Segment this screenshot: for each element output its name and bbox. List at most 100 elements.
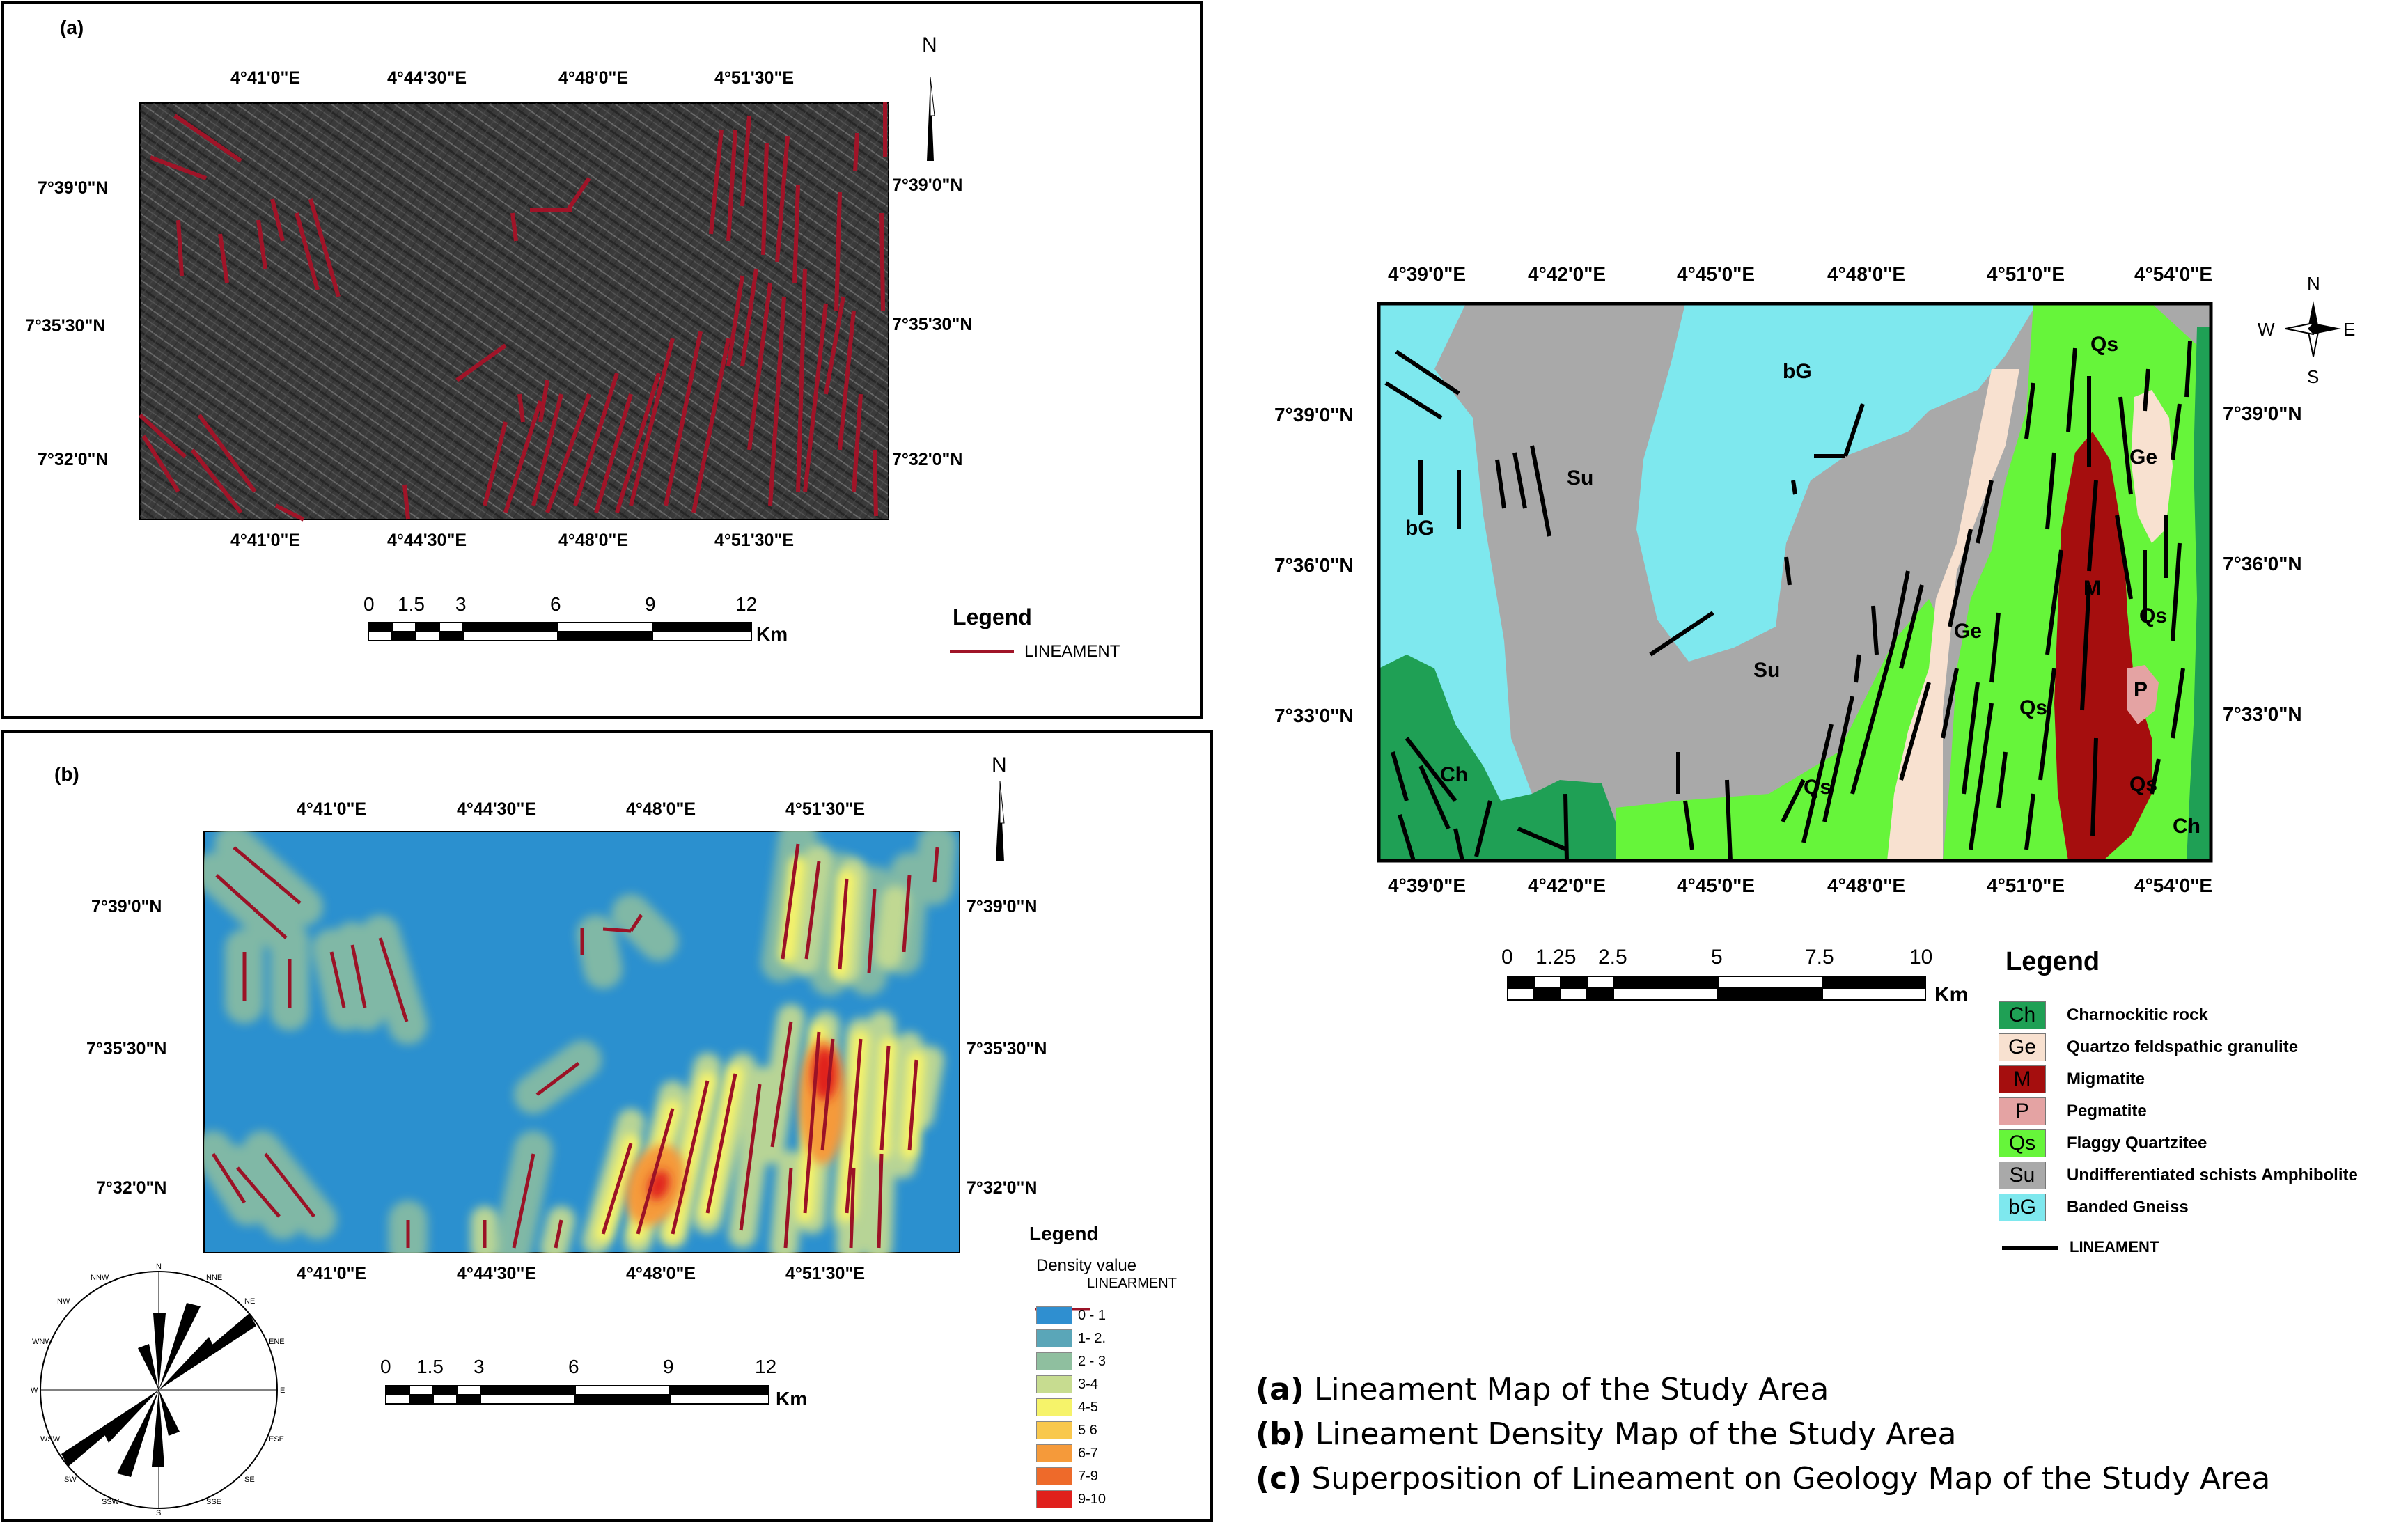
b-left-lat-3: 7°32'0"N <box>96 1178 167 1198</box>
c-right-lat-3: 7°33'0"N <box>2223 703 2302 725</box>
a-left-lat-2: 7°35'30"N <box>25 316 106 336</box>
b-lineaments <box>211 843 939 1249</box>
c-legend-item: P Pegmatite <box>1999 1097 2147 1125</box>
a-lineaments <box>138 102 887 522</box>
c-scale-bar <box>1507 976 1926 1001</box>
c-legend-title: Legend <box>2006 947 2100 976</box>
c-unit-bg-top <box>1636 304 2037 662</box>
c-right-lat-2: 7°36'0"N <box>2223 553 2302 574</box>
a-top-lon-4: 4°51'30"E <box>714 68 794 88</box>
svg-text:ENE: ENE <box>269 1338 285 1346</box>
c-legend-lineament-swatch <box>2002 1246 2058 1250</box>
c-top-lon-1: 4°39'0"E <box>1388 263 1467 285</box>
a-scale-2: 3 <box>455 593 467 615</box>
b-density-swatch <box>1036 1421 1072 1439</box>
b-right-lat-1: 7°39'0"N <box>967 897 1038 916</box>
a-right-lat-3: 7°32'0"N <box>892 450 963 469</box>
panel-c: 4°39'0"E 4°42'0"E 4°45'0"E 4°48'0"E 4°51… <box>1226 251 2408 1295</box>
c-left-lat-2: 7°36'0"N <box>1274 554 1354 576</box>
b-density-class: 3-4 <box>1036 1375 1098 1393</box>
c-unit-ge-right <box>2131 390 2173 543</box>
svg-text:W: W <box>31 1386 38 1395</box>
b-density-swatch <box>1036 1352 1072 1370</box>
svg-text:SE: SE <box>244 1476 255 1484</box>
panel-a-graphics: 0 1.5 3 6 9 12 Km <box>138 77 1014 653</box>
c-unit-p <box>2127 665 2159 724</box>
c-legend-swatch: Ge <box>1999 1033 2046 1061</box>
c-legend-text: Banded Gneiss <box>2067 1198 2189 1217</box>
caption-a: (a) Lineament Map of the Study Area <box>1256 1372 1829 1407</box>
c-map-labels: bG bG Su Su Ge Ge Qs Qs Qs Qs Qs M P Ch … <box>1405 333 2200 838</box>
c-scale-2: 2.5 <box>1598 946 1627 969</box>
b-top-lon-4: 4°51'30"E <box>785 799 865 819</box>
c-lbl-qs-lower: Qs <box>1804 776 1831 799</box>
c-unit-m <box>2054 432 2152 861</box>
panel-c-graphics: N S E W 0 1.25 2.5 5 7.5 10 Km bG bG Su … <box>1377 273 2355 1006</box>
c-scale-unit: Km <box>1934 983 1968 1006</box>
c-lbl-m: M <box>2083 577 2101 600</box>
b-scale-5: 12 <box>755 1356 776 1377</box>
panel-b-graphics: 0 1.5 3 6 9 12 Km N NNE NE ENE E <box>31 781 1090 1517</box>
a-bottom-lon-1: 4°41'0"E <box>230 531 301 550</box>
a-scale-5: 12 <box>735 593 757 615</box>
c-scale-4: 7.5 <box>1805 946 1834 969</box>
c-scale-1: 1.25 <box>1535 946 1576 969</box>
c-unit-ge-mid <box>1887 369 2019 861</box>
a-left-lat-1: 7°39'0"N <box>38 178 109 198</box>
b-scale-1: 1.5 <box>416 1356 444 1377</box>
c-unit-qs-lower <box>1616 599 1936 861</box>
b-bottom-lon-1: 4°41'0"E <box>297 1264 367 1283</box>
a-bottom-lon-3: 4°48'0"E <box>558 531 629 550</box>
c-left-lat-1: 7°39'0"N <box>1274 404 1354 425</box>
c-bottom-lon-4: 4°48'0"E <box>1827 875 1906 896</box>
a-scale-unit: Km <box>756 623 788 645</box>
b-density-class: 2 - 3 <box>1036 1352 1106 1370</box>
b-density-swatch <box>1036 1444 1072 1462</box>
b-legend-title: Legend <box>1029 1223 1099 1244</box>
b-right-lat-2: 7°35'30"N <box>967 1039 1047 1058</box>
c-bottom-lon-5: 4°51'0"E <box>1987 875 2065 896</box>
b-density-swatch <box>1036 1467 1072 1485</box>
b-scale-3: 6 <box>568 1356 579 1377</box>
c-top-lon-5: 4°51'0"E <box>1987 263 2065 285</box>
c-legend-swatch: P <box>1999 1097 2046 1125</box>
svg-text:S: S <box>156 1509 161 1517</box>
b-bottom-lon-2: 4°44'30"E <box>457 1264 536 1283</box>
c-lbl-qs-right: Qs <box>2139 604 2167 627</box>
b-density-label: 6-7 <box>1078 1445 1098 1461</box>
c-geology-units <box>1379 304 2211 861</box>
a-left-lat-3: 7°32'0"N <box>38 450 109 469</box>
b-density-label: 1- 2. <box>1078 1330 1107 1346</box>
b-rose-labels: N NNE NE ENE E ESE SE SSE S SSW SW WSW W… <box>31 1262 285 1517</box>
c-legend-item: Qs Flaggy Quartzitee <box>1999 1129 2207 1157</box>
b-density-label: Density value <box>1036 1256 1137 1275</box>
c-lbl-p: P <box>2134 678 2148 701</box>
b-top-lon-1: 4°41'0"E <box>297 799 367 819</box>
c-compass-s: S <box>2307 366 2319 387</box>
c-legend-swatch: bG <box>1999 1194 2046 1221</box>
b-bottom-lon-4: 4°51'30"E <box>785 1264 865 1283</box>
c-legend-swatch: Su <box>1999 1162 2046 1189</box>
c-scale-3: 5 <box>1711 946 1723 969</box>
b-top-lon-3: 4°48'0"E <box>626 799 696 819</box>
b-north-arrow <box>996 781 1005 861</box>
b-density-label: 9-10 <box>1078 1491 1107 1507</box>
c-map-frame <box>1377 302 2213 863</box>
svg-text:SSE: SSE <box>206 1498 221 1506</box>
b-density-class: 9-10 <box>1036 1490 1106 1508</box>
svg-text:WNW: WNW <box>32 1338 52 1346</box>
c-top-lon-4: 4°48'0"E <box>1827 263 1906 285</box>
c-lbl-ge-right: Ge <box>2129 446 2157 469</box>
svg-text:NNW: NNW <box>91 1274 109 1282</box>
panel-b: (b) 4°41'0"E 4°44'30"E 4°48'0"E 4°51'30"… <box>1 730 1213 1522</box>
a-top-lon-3: 4°48'0"E <box>558 68 629 88</box>
caption-b: (b) Lineament Density Map of the Study A… <box>1256 1416 1957 1452</box>
svg-text:NW: NW <box>57 1297 70 1306</box>
c-lbl-ch-right: Ch <box>2173 815 2200 838</box>
b-density-class: 1- 2. <box>1036 1329 1106 1347</box>
c-legend-text: Migmatite <box>2067 1070 2145 1088</box>
c-legend-item: Ch Charnockitic rock <box>1999 1001 2208 1029</box>
a-top-lon-2: 4°44'30"E <box>387 68 467 88</box>
b-density-swatch <box>1036 1329 1072 1347</box>
a-scale-bar <box>368 622 752 641</box>
